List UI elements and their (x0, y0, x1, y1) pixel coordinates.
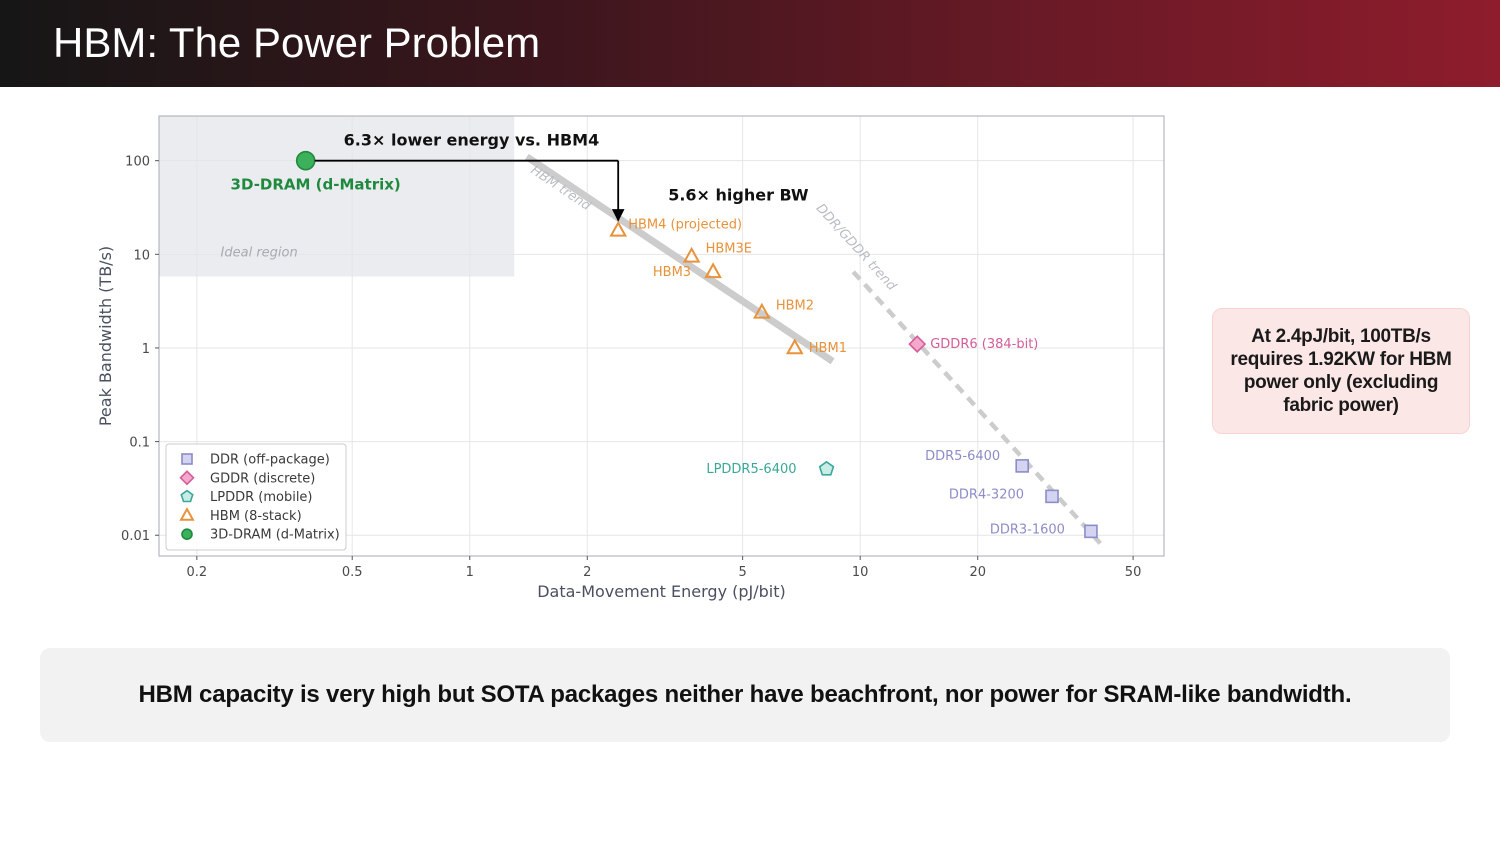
data-point-ddr4-3200 (1045, 489, 1059, 504)
legend-item-hbm-8-stack: HBM (8-stack) (179, 507, 302, 524)
y-tick-label: 10 (133, 248, 150, 263)
legend-label-ddr-off-package: DDR (off-package) (210, 453, 330, 468)
chart-legend: DDR (off-package) GDDR (discrete) LPDDR (m… (165, 443, 347, 551)
x-tick-label: 10 (852, 565, 869, 580)
point-label-hbm4-projected: HBM4 (projected) (628, 217, 742, 232)
y-tick-label: 100 (125, 155, 150, 170)
series-gddr-discrete: GDDR6 (384-bit) (908, 335, 1038, 354)
point-label-gddr6-384-bit: GDDR6 (384-bit) (930, 337, 1038, 352)
legend-item-3d-dram-d-matrix: 3D-DRAM (d-Matrix) (181, 528, 340, 543)
x-tick-label: 20 (969, 565, 986, 580)
data-point-ddr5-6400 (1015, 459, 1030, 473)
legend-label-gddr-discrete: GDDR (discrete) (210, 471, 315, 486)
data-point-hbm3e (682, 246, 701, 263)
legend-label-lpddr-mobile: LPDDR (mobile) (210, 490, 313, 505)
annotation-energy-text: 6.3× lower energy vs. HBM4 (344, 131, 600, 150)
point-label-lpddr5-6400: LPDDR5-6400 (706, 462, 796, 477)
y-tick-label: 1 (142, 342, 150, 357)
footer-text: HBM capacity is very high but SOTA packa… (138, 681, 1352, 708)
data-point-ddr3-1600 (1084, 524, 1098, 539)
annotation-bw-text: 5.6× higher BW (668, 186, 809, 205)
legend-item-ddr-off-package: DDR (off-package) (181, 453, 330, 468)
point-label-ddr5-6400: DDR5-6400 (925, 449, 1000, 464)
data-point-lpddr5-6400 (818, 460, 835, 476)
x-tick-label: 50 (1125, 565, 1142, 580)
ideal-region (159, 116, 515, 277)
series-ddr-off-package: DDR5-6400 DDR4-3200 DDR3-1600 (925, 449, 1098, 539)
x-tick-label: 1 (466, 565, 474, 580)
legend-marker-gddr-discrete (179, 470, 195, 486)
x-tick-label: 0.2 (186, 565, 207, 580)
slide-title: HBM: The Power Problem (53, 19, 541, 66)
data-point-hbm3 (704, 262, 722, 279)
legend-label-hbm-8-stack: HBM (8-stack) (210, 509, 302, 524)
point-label-hbm2: HBM2 (776, 298, 814, 313)
x-tick-label: 2 (583, 565, 591, 580)
hbm-trend-line (524, 153, 835, 365)
x-tick-label: 5 (739, 565, 747, 580)
y-axis-label: Peak Bandwidth (TB/s) (96, 246, 115, 426)
power-callout: At 2.4pJ/bit, 100TB/s requires 1.92KW fo… (1212, 308, 1470, 434)
y-tick-label: 0.1 (129, 436, 150, 451)
legend-marker-3d-dram-d-matrix (181, 528, 193, 541)
point-label-hbm1: HBM1 (809, 341, 847, 356)
legend-item-lpddr-mobile: LPDDR (mobile) (180, 489, 313, 505)
point-label-ddr4-3200: DDR4-3200 (949, 487, 1024, 502)
point-label-ddr3-1600: DDR3-1600 (990, 522, 1065, 537)
ideal-region-label: Ideal region (221, 245, 298, 260)
ddr-trend-line (851, 270, 1106, 549)
legend-marker-ddr-off-package (181, 453, 193, 465)
legend-label-3d-dram-d-matrix: 3D-DRAM (d-Matrix) (210, 528, 340, 543)
point-label-hbm3: HBM3 (653, 265, 691, 280)
legend-marker-lpddr-mobile (180, 489, 194, 503)
data-point-hbm2 (753, 302, 771, 319)
series-hbm-8-stack: HBM4 (projected) HBM3E HBM3 HBM2 HBM1 (609, 217, 847, 356)
data-point-hbm1 (785, 338, 804, 355)
point-label-3d-dram-d-matrix: 3D-DRAM (d-Matrix) (231, 176, 401, 194)
legend-item-gddr-discrete: GDDR (discrete) (179, 470, 315, 486)
series-3d-dram-d-matrix: 3D-DRAM (d-Matrix) (231, 150, 401, 194)
footer-banner: HBM capacity is very high but SOTA packa… (40, 648, 1450, 742)
data-point-gddr6-384-bit (908, 335, 927, 354)
x-tick-label: 0.5 (342, 565, 363, 580)
data-point-hbm4-projected (609, 220, 628, 237)
legend-marker-hbm-8-stack (179, 507, 195, 521)
plot-frame (158, 115, 1165, 557)
power-callout-text: At 2.4pJ/bit, 100TB/s requires 1.92KW fo… (1230, 326, 1452, 416)
series-lpddr-mobile: LPDDR5-6400 (706, 460, 835, 477)
x-axis-label: Data-Movement Energy (pJ/bit) (537, 582, 786, 601)
slide-header: HBM: The Power Problem (0, 0, 1500, 87)
legend-box (165, 443, 347, 551)
point-label-hbm3e: HBM3E (706, 241, 752, 256)
data-point-3d-dram-d-matrix (295, 150, 316, 171)
scatter-chart: 0.2 0.5 1 2 5 10 20 50 0.01 0.1 1 10 100 Data-Movemen… (96, 115, 1165, 601)
y-tick-label: 0.01 (121, 529, 150, 544)
